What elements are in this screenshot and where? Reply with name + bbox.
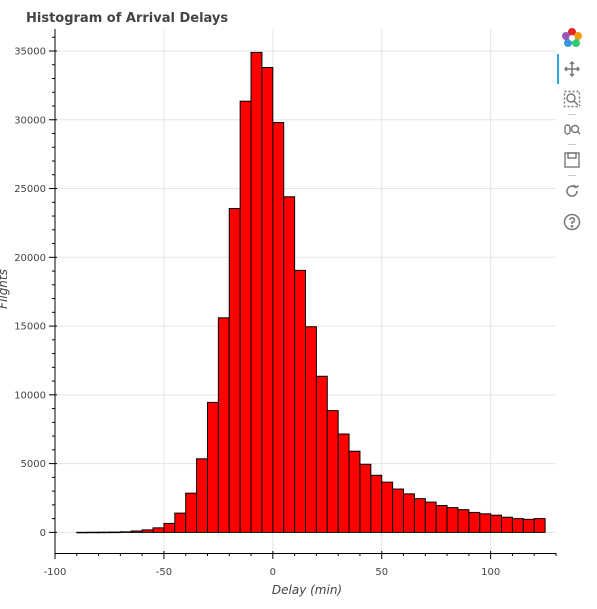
help-icon[interactable] — [560, 210, 584, 234]
y-tick-label: 20000 — [14, 253, 46, 264]
y-tick-label: 15000 — [14, 322, 46, 333]
histogram-bar — [326, 410, 339, 533]
histogram-bar — [294, 269, 307, 533]
histogram-bar — [305, 326, 317, 533]
histogram-bar — [228, 207, 241, 533]
histogram-bar — [403, 493, 415, 533]
y-tick-label: 30000 — [14, 115, 46, 126]
x-tick-label: 50 — [375, 567, 388, 578]
histogram-bar — [501, 516, 513, 533]
histogram-bar — [370, 474, 383, 533]
histogram-bar — [76, 531, 89, 534]
histogram-bar — [206, 401, 219, 533]
histogram-bar — [435, 505, 448, 533]
histogram-bar — [359, 463, 372, 533]
histogram-bar — [163, 522, 176, 533]
histogram-bar — [98, 531, 110, 534]
x-axis-label: Delay (min) — [272, 583, 342, 597]
box-zoom-icon[interactable] — [560, 87, 584, 111]
histogram-bar — [479, 513, 492, 533]
histogram-bar — [392, 488, 405, 533]
toolbar-separator — [568, 114, 576, 115]
y-tick-label: 25000 — [14, 184, 46, 195]
x-tick-label: 100 — [481, 567, 500, 578]
histogram-bar — [283, 196, 296, 533]
histogram-bar — [185, 492, 198, 533]
bokeh-logo-icon[interactable] — [560, 26, 584, 50]
pan-icon[interactable] — [560, 57, 584, 81]
y-tick-label: 35000 — [14, 47, 46, 58]
histogram-bar — [152, 527, 165, 533]
histogram-bar — [522, 518, 535, 533]
histogram-bar — [217, 317, 230, 533]
chart-title: Histogram of Arrival Delays — [26, 11, 228, 26]
histogram-bar — [511, 518, 524, 533]
histogram-bar — [413, 498, 426, 533]
histogram-bar — [108, 531, 121, 534]
y-tick-label: 5000 — [21, 459, 46, 470]
histogram-bar — [457, 509, 470, 533]
save-icon[interactable] — [560, 148, 584, 172]
histogram-bar — [348, 450, 361, 533]
histogram-bar — [381, 481, 394, 533]
axes: 0 5000 10000 15000 20000 25000 30000 35000 -100 -… — [14, 29, 557, 578]
histogram-bar — [337, 433, 350, 533]
histogram-bar — [141, 529, 154, 533]
histogram-bar — [174, 512, 187, 533]
histogram-bar — [424, 501, 437, 533]
histogram-bar — [468, 511, 481, 533]
wheel-zoom-icon[interactable] — [560, 118, 584, 142]
histogram-bar — [250, 51, 263, 533]
histogram-bar — [87, 531, 100, 534]
reset-icon[interactable] — [560, 179, 584, 203]
histogram-bar — [446, 507, 459, 533]
y-tick-label: 0 — [40, 528, 46, 539]
toolbar — [556, 24, 596, 284]
toolbar-separator — [568, 144, 576, 145]
histogram-bar — [490, 514, 503, 533]
x-tick-label: -100 — [44, 567, 67, 578]
histogram-bar — [261, 67, 274, 533]
y-tick-label: 10000 — [14, 390, 46, 401]
x-tick-label: 0 — [270, 567, 276, 578]
histogram-bar — [239, 100, 252, 533]
bars — [76, 51, 546, 534]
x-tick-label: -50 — [156, 567, 172, 578]
histogram-bar — [315, 375, 328, 533]
toolbar-separator — [568, 175, 576, 176]
histogram-bar — [119, 531, 132, 533]
active-tool-indicator — [557, 54, 559, 84]
histogram-bar — [196, 458, 208, 533]
histogram-bar — [272, 122, 285, 533]
histogram-bar — [533, 518, 546, 533]
histogram-bar — [130, 530, 143, 533]
y-axis-label: Flights — [0, 269, 10, 309]
